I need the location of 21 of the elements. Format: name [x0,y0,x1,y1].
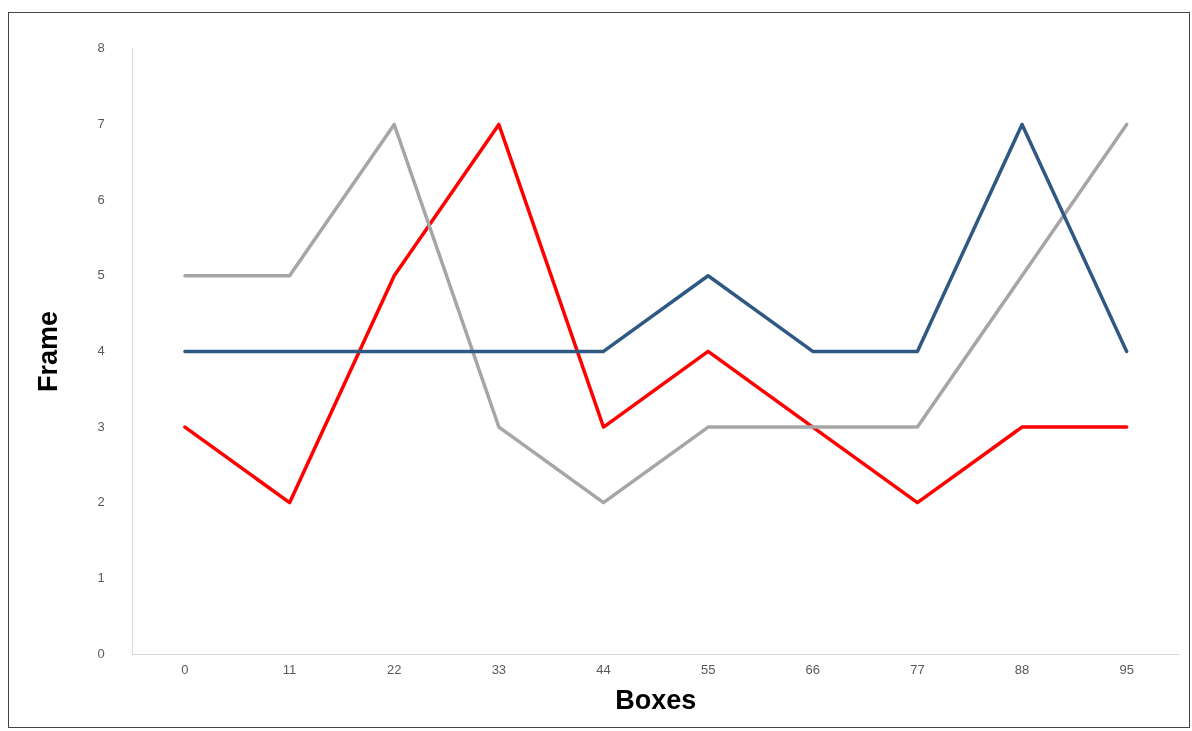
x-tick-label: 55 [700,662,716,678]
y-tick-label: 1 [97,569,105,585]
y-axis-title: Frame [32,310,63,392]
x-tick-label: 22 [386,662,402,678]
y-tick-label: 7 [97,116,105,132]
y-tick-label: 5 [97,267,105,283]
x-axis-title: Boxes [615,685,697,716]
y-tick-label: 2 [97,494,105,510]
y-tick-label: 3 [97,418,105,434]
x-tick-label: 33 [491,662,507,678]
y-tick-label: 8 [97,40,105,56]
x-tick-label: 77 [910,662,925,678]
x-tick-label: 66 [805,662,820,678]
x-tick-label: 95 [1119,662,1134,678]
y-tick-label: 0 [97,645,105,661]
y-tick-label: 4 [97,342,105,358]
x-tick-label: 44 [596,662,611,678]
y-tick-label: 6 [97,191,105,207]
x-tick-label: 0 [181,662,189,678]
x-tick-label: 11 [282,662,297,678]
x-tick-label: 88 [1014,662,1030,678]
